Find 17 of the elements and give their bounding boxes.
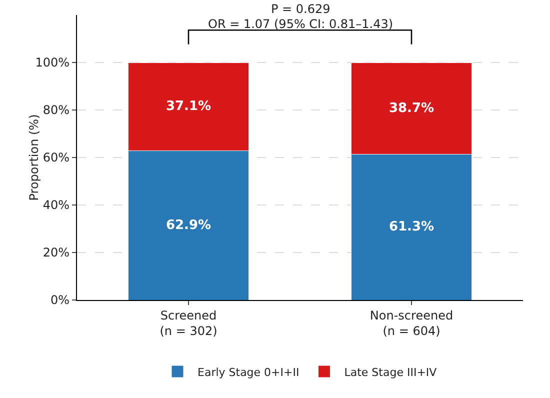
data-label: 62.9%	[166, 218, 212, 233]
annotation: P = 0.629	[271, 2, 330, 16]
y-tick-label: 80%	[42, 103, 70, 118]
y-tick-label: 60%	[42, 150, 70, 165]
annotation: OR = 1.07 (95% CI: 0.81–1.43)	[208, 17, 394, 31]
data-label: 61.3%	[388, 220, 434, 235]
y-tick-label: 40%	[42, 198, 70, 212]
y-tick-label: 100%	[35, 56, 70, 70]
data-label: 38.7%	[388, 100, 434, 116]
legend-label: Early Stage 0+I+II	[198, 366, 300, 379]
x-tick-label: Screened (n = 302)	[160, 308, 218, 338]
y-axis-title: Proportion (%)	[26, 114, 41, 201]
x-tick-label: Non-screened (n = 604)	[370, 308, 454, 338]
y-tick-label: 0%	[50, 293, 70, 308]
data-label: 37.1%	[166, 99, 212, 114]
legend-label: Late Stage III+IV	[344, 366, 438, 379]
y-tick-label: 20%	[42, 246, 70, 260]
